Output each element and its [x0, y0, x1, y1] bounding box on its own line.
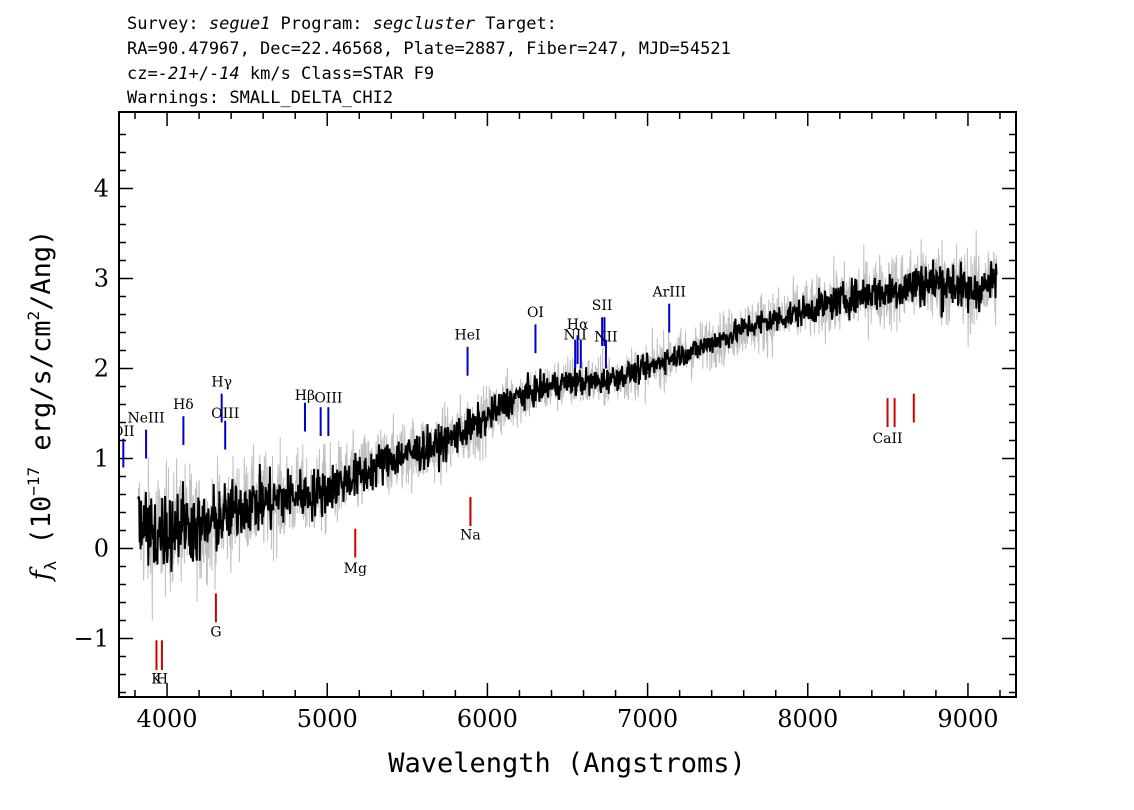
y-tick-label: 1 [94, 445, 109, 473]
header: Survey: segue1 Program: segcluster Targe… [127, 14, 731, 108]
line-label-h: H [156, 672, 168, 688]
header-line-3: cz=-21+/-14 km/s Class=STAR F9 [127, 64, 434, 84]
header-line-1: Survey: segue1 Program: segcluster Targe… [127, 14, 557, 34]
x-tick-label: 5000 [297, 705, 358, 733]
plot-frame [118, 111, 1017, 698]
flux-line [137, 259, 998, 572]
line-label-sii: SII [592, 298, 613, 314]
line-label-hβ: Hβ [295, 388, 315, 404]
line-label-hγ: Hγ [211, 375, 232, 391]
header-line-2: RA=90.47967, Dec=22.46568, Plate=2887, F… [127, 39, 731, 59]
line-label-caii: CaII [872, 431, 902, 447]
y-tick-label: 3 [94, 265, 109, 293]
line-label-ariii: ArIII [652, 285, 686, 301]
x-tick-label: 4000 [137, 705, 198, 733]
line-label-g: G [210, 625, 221, 641]
y-tick-label: 2 [94, 355, 109, 383]
line-label-hei: HeI [455, 328, 481, 344]
y-tick-label: 4 [94, 175, 109, 203]
x-tick-label: 9000 [937, 705, 998, 733]
header-line-4: Warnings: SMALL_DELTA_CHI2 [127, 88, 393, 108]
x-tick-label: 6000 [457, 705, 518, 733]
x-axis-title: Wavelength (Angstroms) [388, 748, 746, 779]
line-label-k: K [151, 672, 162, 688]
x-tick-label: 8000 [777, 705, 838, 733]
line-label-oiii: OIII [314, 391, 342, 407]
axis-ticks: 4000 5000 6000 7000 8000 9000 −1 0 1 2 3 4 [74, 112, 1016, 733]
line-label-oiii: OIII [211, 406, 239, 422]
line-label-oi: OI [527, 305, 544, 321]
y-axis-title: fλ (10−17 erg/s/cm2/Ang) [24, 230, 60, 583]
line-label-nii: NII [594, 330, 617, 346]
y-tick-label: −1 [74, 625, 109, 653]
line-label-neiii: NeIII [127, 411, 164, 427]
line-label-hδ: Hδ [173, 397, 194, 413]
y-tick-label: 0 [94, 535, 109, 563]
line-label-hα: Hα [567, 317, 589, 333]
x-tick-label: 7000 [617, 705, 678, 733]
line-label-oii: OII [112, 424, 135, 440]
line-label-mg: Mg [344, 561, 367, 577]
line-label-na: Na [460, 528, 481, 544]
